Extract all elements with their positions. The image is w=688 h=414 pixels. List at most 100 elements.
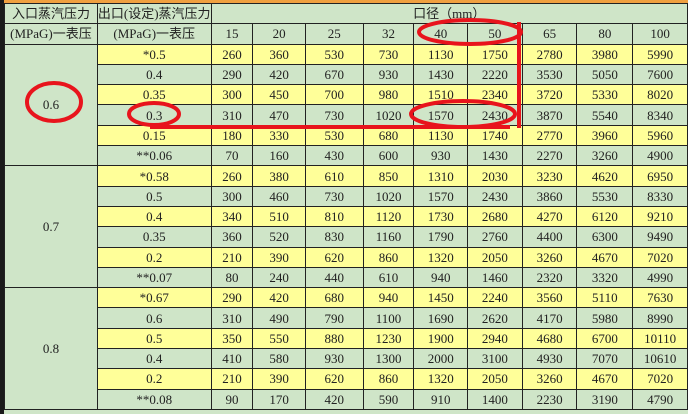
capacity-cell: 3320 bbox=[576, 266, 634, 289]
capacity-cell: 940 bbox=[362, 287, 415, 309]
capacity-cell: 2940 bbox=[467, 327, 523, 350]
capacity-cell: 4400 bbox=[521, 226, 578, 248]
capacity-cell: 2430 bbox=[467, 104, 523, 126]
diameter-32: 32 bbox=[362, 23, 415, 45]
outlet-pressure-cell: 0.35 bbox=[96, 84, 212, 106]
capacity-cell: 6700 bbox=[576, 327, 634, 350]
capacity-cell: 8990 bbox=[632, 307, 688, 329]
capacity-cell: 850 bbox=[362, 165, 415, 187]
capacity-cell: 4170 bbox=[521, 307, 578, 329]
capacity-cell: 440 bbox=[304, 266, 364, 289]
diameter-65: 65 bbox=[521, 23, 578, 45]
capacity-cell: 730 bbox=[304, 185, 364, 207]
table-row: 0.35 300 450 700 980 1510 2340 3720 5330 8020 bbox=[5, 84, 688, 106]
table-row: 0.15 180 330 530 680 1130 1740 2770 3960 5960 bbox=[5, 124, 688, 147]
capacity-cell: 8020 bbox=[632, 84, 688, 106]
capacity-cell: 450 bbox=[252, 84, 306, 106]
outlet-pressure-cell: 0.2 bbox=[96, 246, 212, 268]
table-row: 0.4 410 580 930 1300 2000 3100 4930 7070 10610 bbox=[5, 348, 688, 370]
capacity-cell: 3860 bbox=[521, 185, 578, 207]
outlet-unit-header: (MPaG)一表压 bbox=[96, 23, 212, 45]
outlet-pressure-cell: *0.58 bbox=[96, 165, 212, 187]
capacity-cell: 4620 bbox=[576, 165, 634, 187]
capacity-cell: 930 bbox=[362, 63, 415, 86]
capacity-cell: 360 bbox=[252, 43, 306, 65]
capacity-cell: 2780 bbox=[521, 43, 578, 65]
diameter-100: 100 bbox=[632, 23, 688, 45]
capacity-cell: 360 bbox=[210, 226, 254, 248]
capacity-cell: 7020 bbox=[632, 368, 688, 390]
capacity-cell: 170 bbox=[252, 388, 306, 410]
table-row: 0.2 210 390 620 860 1320 2050 3260 4670 7020 bbox=[5, 368, 688, 390]
capacity-cell: 1020 bbox=[362, 104, 415, 126]
diameter-header: 口径（mm） bbox=[210, 2, 688, 25]
table-row: 0.5 300 460 730 1020 1570 2430 3860 5530 8330 bbox=[5, 185, 688, 207]
capacity-cell: 610 bbox=[362, 266, 415, 289]
capacity-cell: 940 bbox=[413, 266, 469, 289]
diameter-25: 25 bbox=[304, 23, 364, 45]
inlet-pressure-cell: 0.6 bbox=[4, 43, 98, 167]
capacity-cell: 1570 bbox=[413, 185, 469, 207]
capacity-cell: 680 bbox=[362, 124, 415, 147]
capacity-cell: 7600 bbox=[632, 63, 688, 86]
capacity-cell: 5530 bbox=[576, 185, 634, 207]
capacity-cell: 610 bbox=[304, 165, 364, 187]
diameter-50: 50 bbox=[467, 23, 523, 45]
capacity-cell: 880 bbox=[304, 327, 364, 350]
capacity-cell: 2340 bbox=[467, 84, 523, 106]
capacity-cell: 490 bbox=[252, 307, 306, 329]
capacity-cell: 1230 bbox=[362, 327, 415, 350]
capacity-cell: 2320 bbox=[521, 266, 578, 289]
top-border bbox=[0, 0, 688, 3]
capacity-cell: 860 bbox=[362, 368, 415, 390]
outlet-pressure-cell: 0.5 bbox=[96, 327, 212, 350]
table-row: **0.08 90 170 420 590 910 1400 2230 3190 4790 bbox=[5, 388, 688, 410]
capacity-cell: 180 bbox=[210, 124, 254, 147]
capacity-cell: 3260 bbox=[521, 246, 578, 268]
capacity-cell: 1320 bbox=[413, 246, 469, 268]
capacity-cell: 5960 bbox=[632, 124, 688, 147]
inlet-pressure-cell: 0.7 bbox=[4, 165, 98, 289]
capacity-cell: 1130 bbox=[413, 124, 469, 147]
capacity-cell: 6300 bbox=[576, 226, 634, 248]
outlet-pressure-cell: 0.3 bbox=[96, 104, 212, 126]
capacity-cell: 4930 bbox=[521, 348, 578, 370]
left-border bbox=[0, 0, 4, 414]
capacity-cell: 6950 bbox=[632, 165, 688, 187]
capacity-cell: 300 bbox=[210, 84, 254, 106]
outlet-pressure-cell: **0.06 bbox=[96, 145, 212, 167]
capacity-cell: 2030 bbox=[467, 165, 523, 187]
capacity-cell: 240 bbox=[252, 266, 306, 289]
diameter-20: 20 bbox=[252, 23, 306, 45]
diameter-40: 40 bbox=[413, 23, 469, 45]
table-row: **0.06 70 160 430 600 930 1430 2270 3260 4900 bbox=[5, 145, 688, 167]
capacity-cell: 2000 bbox=[413, 348, 469, 370]
capacity-cell: 3190 bbox=[576, 388, 634, 410]
capacity-cell: 260 bbox=[210, 165, 254, 187]
table-row: 0.2 210 390 620 860 1320 2050 3260 4670 7020 bbox=[5, 246, 688, 268]
outlet-pressure-cell: *0.5 bbox=[96, 43, 212, 65]
capacity-cell: 470 bbox=[252, 104, 306, 126]
capacity-cell: 90 bbox=[210, 388, 254, 410]
capacity-cell: 460 bbox=[252, 185, 306, 207]
table-row: 0.6 310 490 790 1100 1690 2620 4170 5980 8990 bbox=[5, 307, 688, 329]
capacity-cell: 4270 bbox=[521, 205, 578, 228]
capacity-cell: 1120 bbox=[362, 205, 415, 228]
capacity-cell: 430 bbox=[304, 145, 364, 167]
capacity-cell: 420 bbox=[304, 388, 364, 410]
capacity-cell: 550 bbox=[252, 327, 306, 350]
capacity-cell: 1130 bbox=[413, 43, 469, 65]
capacity-cell: 1740 bbox=[467, 124, 523, 147]
capacity-cell: 2050 bbox=[467, 246, 523, 268]
capacity-cell: 310 bbox=[210, 307, 254, 329]
capacity-cell: 160 bbox=[252, 145, 306, 167]
capacity-cell: 2220 bbox=[467, 63, 523, 86]
capacity-cell: 3980 bbox=[576, 43, 634, 65]
table-row: **0.07 80 240 440 610 940 1460 2320 3320 4990 bbox=[5, 266, 688, 289]
table-row: 0.8 *0.67 290 420 680 940 1450 2240 3560 5110 7630 bbox=[4, 287, 688, 410]
capacity-cell: 4670 bbox=[576, 368, 634, 390]
capacity-cell: 930 bbox=[304, 348, 364, 370]
capacity-cell: 3560 bbox=[521, 287, 578, 309]
capacity-cell: 3260 bbox=[521, 368, 578, 390]
capacity-cell: 600 bbox=[362, 145, 415, 167]
